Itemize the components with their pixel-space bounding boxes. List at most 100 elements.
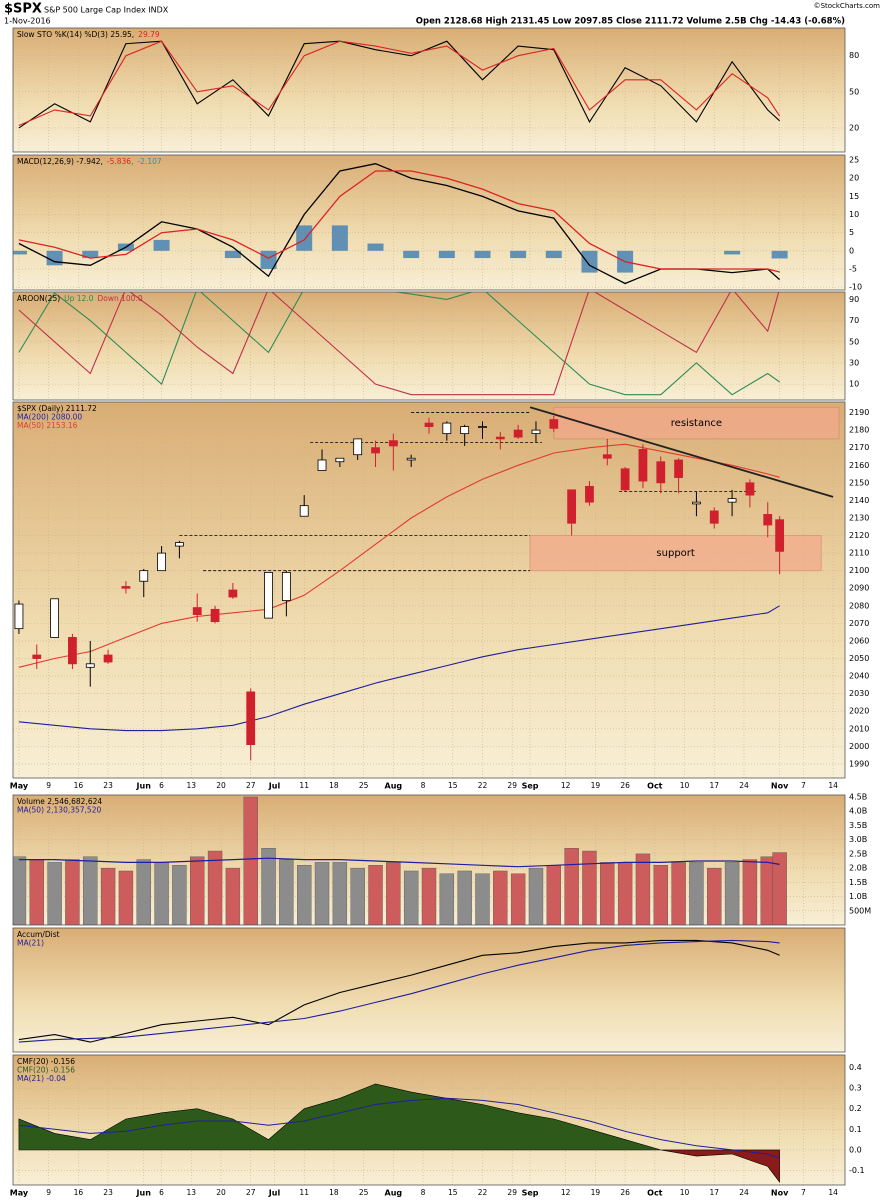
x-tick-label: 12: [561, 1188, 571, 1197]
series-line: [18, 443, 780, 668]
histogram-bar: [153, 239, 170, 251]
y-tick-label: 2060: [849, 636, 869, 645]
y-tick-label: 2140: [849, 496, 869, 505]
y-tick-label: 2040: [849, 672, 869, 681]
volume-bar: [332, 862, 348, 925]
series-line: [18, 1097, 780, 1159]
x-tick-label: 7: [801, 1188, 806, 1197]
legend-text: Accum/Dist: [17, 930, 60, 939]
volume-bar: [118, 870, 134, 925]
volume-bar: [475, 873, 490, 925]
candle-body: [495, 436, 505, 440]
candle-body: [745, 482, 755, 496]
volume-bar: [600, 862, 615, 925]
volume-bar: [83, 856, 98, 925]
legend-entry: MA(21): [17, 939, 44, 948]
series-line: [18, 939, 780, 1043]
quote: Open 2128.68 High 2131.45 Low 2097.85 Cl…: [416, 17, 845, 27]
volume-bar: [154, 862, 169, 925]
legend-text: CMF(20) -0.156: [17, 1057, 75, 1066]
panel-background: [13, 28, 845, 152]
y-tick-label: 1990: [849, 759, 869, 768]
x-tick-label: 13: [187, 781, 197, 790]
legend-text: -2.107: [137, 157, 161, 166]
legend-entry: $SPX (Daily) 2111.72: [17, 404, 97, 413]
histogram-bar: [331, 225, 348, 251]
candle-body: [210, 608, 220, 623]
y-tick-label: 2190: [849, 408, 869, 417]
y-tick-label: 1.0B: [849, 892, 867, 901]
legend-entry: MA(50) 2,130,357,520: [17, 806, 101, 815]
panel-background: [13, 402, 845, 778]
y-tick-label: 2.0B: [849, 864, 867, 873]
legend-entry: Accum/Dist: [17, 930, 60, 939]
x-tick-label: 14: [828, 1188, 838, 1197]
volume-bar: [368, 865, 383, 925]
candle-body: [478, 426, 487, 428]
x-tick-label: May: [10, 1189, 29, 1198]
symbol: $SPX: [4, 2, 42, 17]
volume-bar: [510, 873, 526, 925]
volume-bar: [279, 859, 294, 925]
zone-label: support: [656, 548, 694, 559]
legend-entry: AROON(25) Up 12.0 Down 100.0: [17, 294, 143, 303]
candle-body: [299, 505, 309, 517]
x-tick-label: 20: [216, 781, 226, 790]
x-tick-label: Sep: [522, 1189, 539, 1198]
x-tick-label: Aug: [385, 1189, 403, 1198]
y-tick-label: 50: [849, 337, 859, 346]
histogram-bar: [771, 250, 788, 259]
y-tick-label: 15: [849, 192, 859, 201]
histogram-bar: [403, 250, 420, 259]
candle-body: [246, 691, 256, 746]
y-tick-label: 50: [849, 87, 859, 96]
legend-text: MA(21): [17, 939, 44, 948]
y-tick-label: 2150: [849, 478, 869, 487]
volume-bar: [493, 870, 508, 925]
volume-bar: [136, 859, 151, 925]
histogram-bar: [724, 250, 741, 255]
plot-area: [13, 1055, 845, 1185]
volume-bar: [772, 852, 787, 925]
y-tick-label: 2160: [849, 461, 869, 470]
y-tick-label: 4.0B: [849, 807, 867, 816]
histogram-bar: [545, 250, 562, 259]
x-tick-label: 10: [680, 781, 690, 790]
volume-bar: [47, 862, 62, 925]
candle-body: [656, 461, 666, 484]
x-tick-label: 22: [478, 781, 488, 790]
legend-text: MA(200) 2080.00: [17, 413, 82, 422]
candle-body: [317, 459, 327, 471]
volume-bar: [100, 867, 116, 925]
legend-text: MACD(12,26,9) -7.942,: [17, 157, 103, 166]
y-tick-label: 2180: [849, 426, 869, 435]
y-tick-label: 10: [849, 210, 859, 219]
panel-border: [12, 291, 846, 401]
volume-bar: [29, 859, 44, 925]
legend-entry: CMF(20) -0.156: [17, 1066, 75, 1075]
x-tick-label: 11: [299, 1188, 309, 1197]
candle-body: [121, 586, 131, 589]
x-tick-label: 27: [246, 1188, 256, 1197]
candle-body: [638, 449, 648, 482]
volume-bar: [386, 862, 401, 925]
x-tick-label: 20: [216, 1188, 226, 1197]
candle-body: [602, 454, 612, 459]
series-line: [18, 605, 780, 732]
x-tick-label: 19: [591, 1188, 601, 1197]
y-tick-label: 5: [849, 228, 854, 237]
candle-body: [692, 501, 701, 505]
x-tick-label: 10: [680, 1188, 690, 1197]
y-tick-label: 0.3: [849, 1084, 862, 1093]
legend-text: MA(21) -0.04: [17, 1074, 66, 1083]
x-tick-label: 25: [359, 781, 369, 790]
y-tick-label: 10: [849, 380, 859, 389]
volume-bar: [261, 847, 276, 925]
volume-bar: [707, 867, 722, 925]
x-tick-label: May: [10, 782, 29, 791]
volume-bar: [65, 859, 80, 925]
y-tick-label: 70: [849, 316, 859, 325]
candle-body: [371, 447, 380, 454]
zone-label: resistance: [671, 418, 722, 429]
